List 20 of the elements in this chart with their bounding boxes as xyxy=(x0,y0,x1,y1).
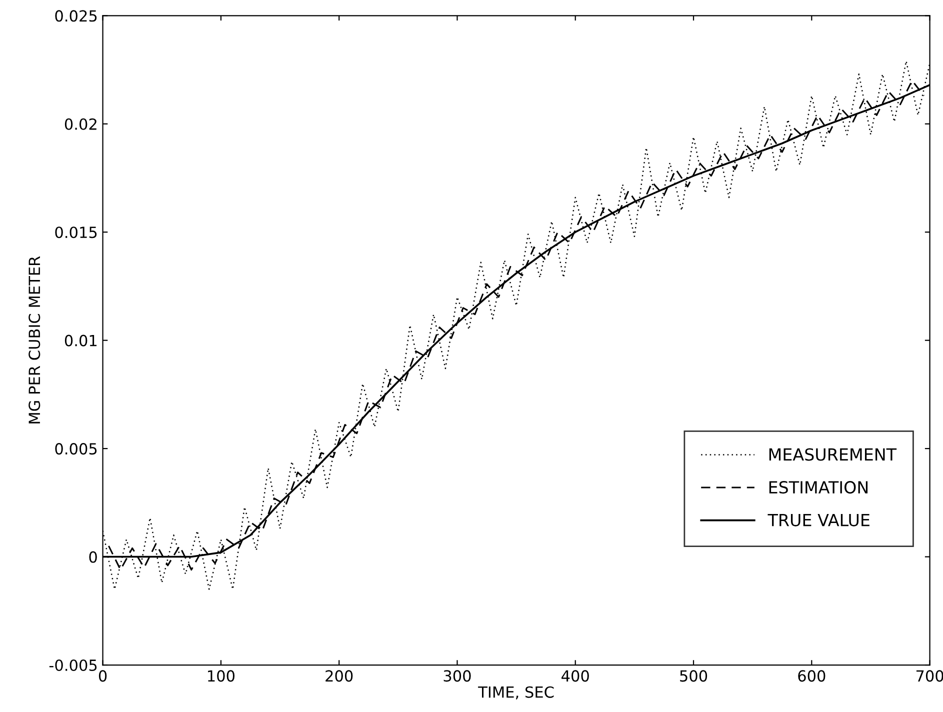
y-tick-label: -0.005 xyxy=(49,659,97,672)
x-tick-label: 700 xyxy=(916,670,943,682)
y-tick-label: 0.01 xyxy=(64,334,97,346)
x-tick-label: 0 xyxy=(98,670,107,682)
y-tick-label: 0.025 xyxy=(55,10,97,22)
x-axis-title: TIME, SEC xyxy=(478,686,554,700)
y-tick-label: 0.005 xyxy=(55,443,97,455)
y-tick-label: 0.02 xyxy=(64,118,96,130)
legend-label: ESTIMATION xyxy=(769,480,868,494)
legend-label: MEASUREMENT xyxy=(769,448,897,461)
y-axis-title: MG PER CUBIC METER xyxy=(28,256,40,424)
x-tick-label: 600 xyxy=(798,670,826,682)
x-tick-label: 400 xyxy=(562,670,589,682)
legend-label: TRUE VALUE xyxy=(768,514,870,526)
y-tick-label: 0 xyxy=(89,551,97,563)
x-tick-label: 300 xyxy=(444,670,471,682)
y-tick-label: 0.015 xyxy=(55,226,97,238)
x-tick-label: 200 xyxy=(326,670,353,682)
x-tick-label: 500 xyxy=(680,670,708,682)
x-tick-label: 100 xyxy=(208,670,234,682)
